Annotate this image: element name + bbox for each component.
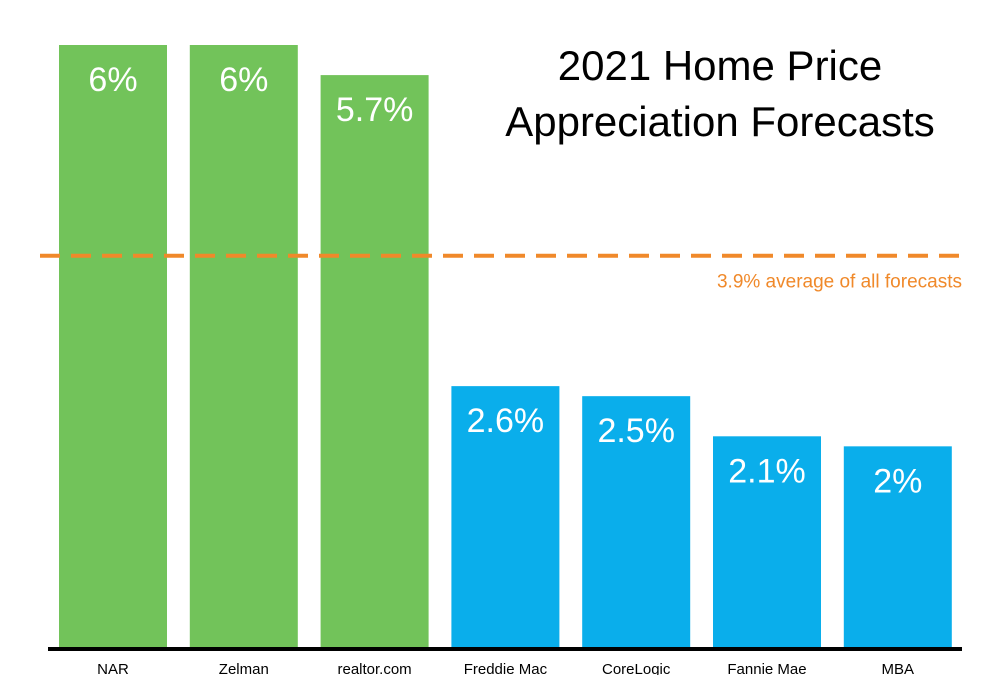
bar-zelman (189, 45, 298, 647)
bar-corelogic (582, 396, 691, 647)
chart-title-line-2: Appreciation Forecasts (505, 98, 935, 145)
reference-line-label: 3.9% average of all forecasts (717, 272, 962, 293)
x-tick-label: MBA (882, 661, 915, 675)
data-label: 2.5% (597, 412, 675, 450)
x-tick-label: Zelman (219, 661, 269, 675)
data-label: 2% (873, 462, 922, 500)
chart-title: 2021 Home Price Appreciation Forecasts (470, 38, 970, 150)
bar-realtor-com (320, 75, 429, 648)
x-tick-label: NAR (97, 661, 129, 675)
x-tick-label: realtor.com (337, 661, 411, 675)
data-label: 2.6% (467, 402, 545, 440)
data-label: 6% (88, 61, 137, 99)
bar-nar (59, 45, 167, 647)
data-label: 6% (219, 61, 268, 99)
x-tick-label: Freddie Mac (464, 661, 548, 675)
data-label: 2.1% (728, 452, 806, 490)
bar-freddie-mac (451, 386, 560, 647)
bar-mba (843, 446, 952, 647)
x-tick-label: CoreLogic (602, 661, 671, 675)
x-tick-label: Fannie Mae (727, 661, 806, 675)
data-label: 5.7% (336, 91, 414, 129)
bar-fannie-mae (713, 436, 821, 647)
chart-title-line-1: 2021 Home Price (557, 42, 883, 89)
